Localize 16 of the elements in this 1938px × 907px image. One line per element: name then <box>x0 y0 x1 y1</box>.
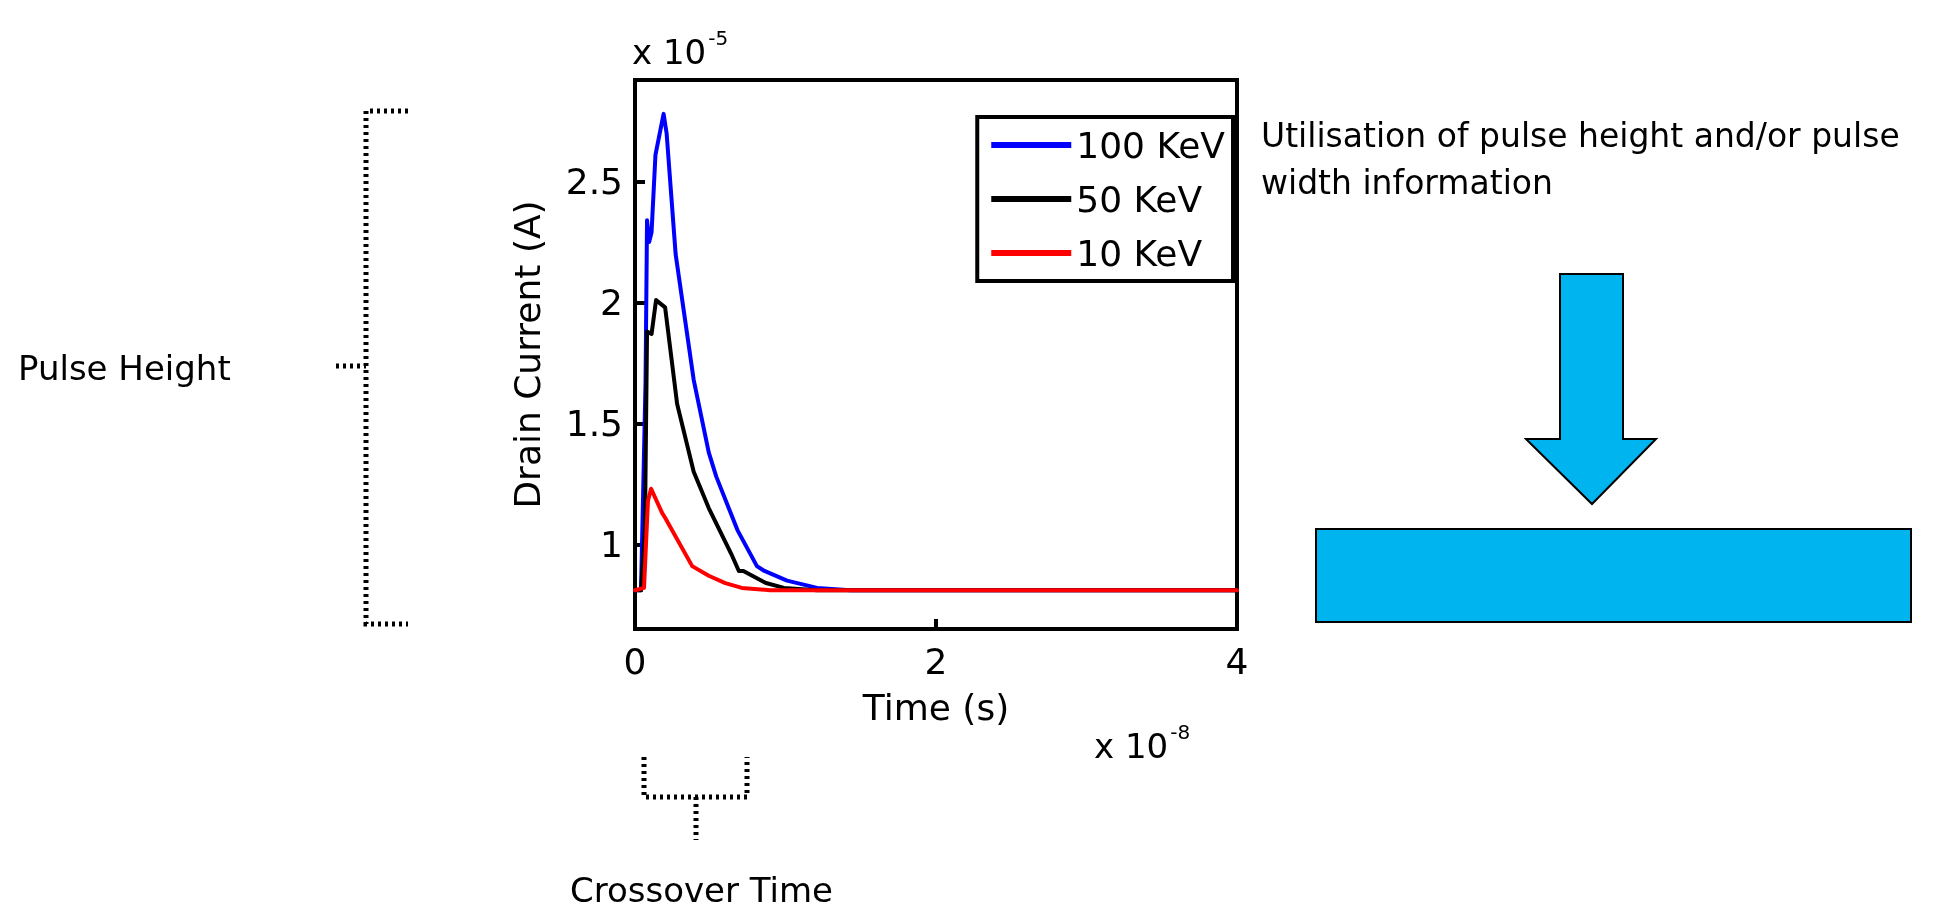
line-series <box>633 486 1239 593</box>
text: Crossover Time <box>570 869 834 907</box>
y-axis-title: Drain Current (A) <box>506 200 548 509</box>
x-tick-label: 2 <box>924 640 948 682</box>
y-tick-label: 1.5 <box>565 402 623 444</box>
legend-label: 50 KeV <box>1076 178 1203 220</box>
text: Pulse Height <box>18 347 231 388</box>
y-tick-label: 2.5 <box>565 161 623 203</box>
text: Utilisation of pulse height and/or pulse width information <box>1261 116 1911 202</box>
legend-label: 10 KeV <box>1076 232 1203 274</box>
y-tick-label: 2 <box>600 282 623 323</box>
legend-label: 100 KeV <box>1076 124 1226 166</box>
x-tick-label: 0 <box>623 640 647 682</box>
x-axis-title: Time (s) <box>861 686 1010 728</box>
y-tick-label: 1 <box>600 523 623 565</box>
x-tick-label: 4 <box>1225 640 1249 682</box>
